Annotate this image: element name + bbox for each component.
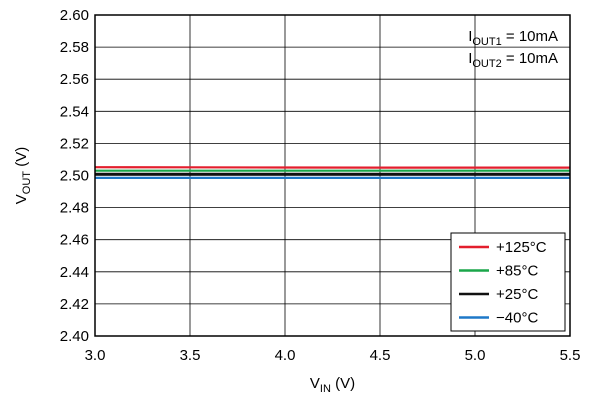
y-tick-label-6: 2.52 <box>60 135 89 152</box>
annotation-iout2: IOUT2 = 10mA <box>468 50 558 70</box>
y-tick-label-1: 2.42 <box>60 296 89 313</box>
y-tick-label-8: 2.56 <box>60 71 89 88</box>
y-axis-label: VOUT (V) <box>13 147 33 204</box>
legend: +125°C +85°C +25°C −40°C <box>450 232 566 332</box>
x-tick-label-4: 5.0 <box>465 347 486 364</box>
y-tick-label-0: 2.40 <box>60 328 89 345</box>
legend-label-0: +125°C <box>496 239 547 256</box>
data-series <box>94 166 570 179</box>
y-tick-labels: 2.40 2.42 2.44 2.46 2.48 2.50 2.52 2.54 2.56 2.58… <box>60 7 89 345</box>
y-axis-label-subscript: OUT <box>21 171 33 195</box>
y-tick-label-5: 2.50 <box>60 168 89 185</box>
y-tick-label-2: 2.44 <box>60 264 89 281</box>
x-tick-label-5: 5.5 <box>560 347 581 364</box>
x-tick-label-0: 3.0 <box>85 347 106 364</box>
legend-label-3: −40°C <box>496 310 538 327</box>
y-tick-label-3: 2.46 <box>60 232 89 249</box>
y-tick-label-4: 2.48 <box>60 200 89 217</box>
legend-label-1: +85°C <box>496 263 538 280</box>
conditions-annotation: IOUT1 = 10mA IOUT2 = 10mA <box>468 28 558 70</box>
x-tick-labels: 3.0 3.5 4.0 4.5 5.0 5.5 <box>85 347 581 364</box>
x-tick-label-3: 4.5 <box>370 347 391 364</box>
plot-frame <box>94 14 571 337</box>
x-tick-label-2: 4.0 <box>275 347 296 364</box>
x-axis-label: VIN (V) <box>310 375 355 394</box>
x-tick-label-1: 3.5 <box>180 347 201 364</box>
y-tick-label-10: 2.60 <box>60 7 89 24</box>
y-tick-label-7: 2.54 <box>60 103 89 120</box>
legend-label-2: +25°C <box>496 286 538 303</box>
annotation-iout1: IOUT1 = 10mA <box>468 28 558 48</box>
legend-box <box>450 232 566 332</box>
y-tick-label-9: 2.58 <box>60 39 89 56</box>
x-axis-label-subscript: IN <box>320 383 331 394</box>
